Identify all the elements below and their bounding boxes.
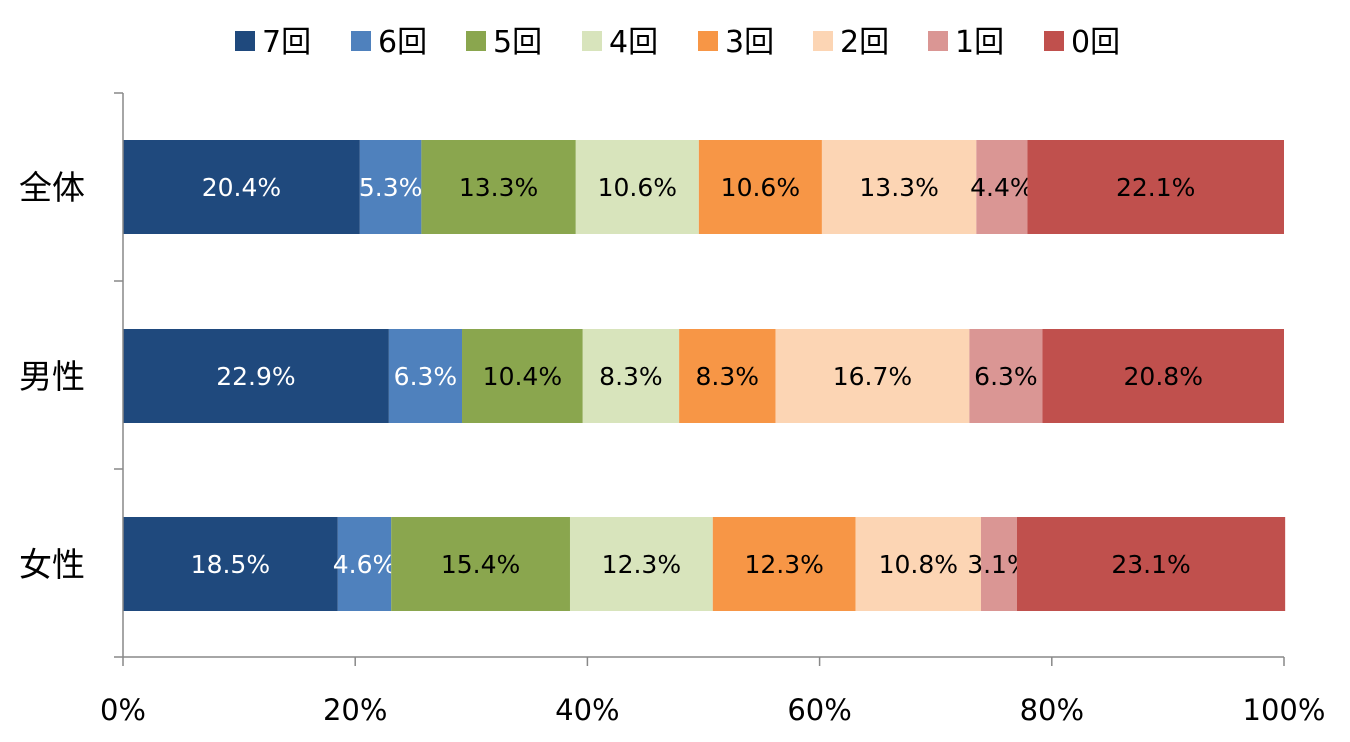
- legend-swatch-7: [1044, 31, 1064, 51]
- x-tick-label-4: 80%: [1020, 693, 1084, 727]
- legend-swatch-0: [235, 31, 255, 51]
- bar-segment-1-4: [679, 329, 776, 423]
- data-label-1-3: 8.3%: [599, 362, 663, 391]
- legend-swatch-3: [582, 31, 602, 51]
- legend-label-7: 0回: [1071, 25, 1120, 60]
- bar-segment-0-0: [123, 140, 360, 234]
- category-label-2: 女性: [19, 545, 85, 584]
- bar-segment-1-5: [775, 329, 970, 423]
- bar-segment-0-5: [821, 140, 977, 234]
- legend-swatch-1: [351, 31, 371, 51]
- legend-label-2: 5回: [493, 25, 542, 60]
- bar-segment-2-0: [123, 517, 338, 611]
- data-label-1-5: 16.7%: [833, 362, 912, 391]
- legend-swatch-2: [466, 31, 486, 51]
- data-label-0-1: 5.3%: [359, 173, 423, 202]
- legend-item-4: 3回: [698, 25, 774, 60]
- bar-segment-1-0: [123, 329, 389, 423]
- x-tick-label-5: 100%: [1243, 693, 1326, 727]
- legend: 7回 6回 5回 4回 3回 2回 1回 0回: [235, 25, 1120, 60]
- legend-swatch-5: [813, 31, 833, 51]
- bar-segment-0-1: [359, 140, 422, 234]
- bar-segment-2-2: [391, 517, 570, 611]
- legend-swatch-4: [698, 31, 718, 51]
- bar-segment-0-2: [421, 140, 576, 234]
- data-label-2-5: 10.8%: [879, 550, 958, 579]
- x-tick-label-1: 20%: [323, 693, 387, 727]
- data-label-2-0: 18.5%: [191, 550, 270, 579]
- category-label-1: 男性: [19, 357, 85, 396]
- data-label-2-7: 23.1%: [1111, 550, 1190, 579]
- bar-row-1: 22.9% 6.3% 10.4% 8.3% 8.3% 16.7% 6.3% 20.8%: [123, 329, 1284, 423]
- legend-item-6: 1回: [928, 25, 1004, 60]
- bar-row-2: 18.5% 4.6% 15.4% 12.3% 12.3% 10.8% 3.1% 23.1%: [123, 517, 1286, 611]
- data-label-1-4: 8.3%: [696, 362, 760, 391]
- x-tick-label-3: 60%: [787, 693, 851, 727]
- category-label-0: 全体: [19, 168, 85, 207]
- data-label-0-0: 20.4%: [202, 173, 281, 202]
- legend-label-6: 1回: [955, 25, 1004, 60]
- legend-item-0: 7回: [235, 25, 311, 60]
- legend-item-1: 6回: [351, 25, 427, 60]
- plot-area: 20.4% 5.3% 13.3% 10.6% 10.6% 13.3% 4.4% 22.1% 22…: [123, 140, 1286, 611]
- data-label-2-2: 15.4%: [441, 550, 520, 579]
- bar-segment-0-3: [575, 140, 699, 234]
- data-label-2-4: 12.3%: [744, 550, 823, 579]
- bar-segment-1-7: [1042, 329, 1284, 423]
- legend-item-5: 2回: [813, 25, 889, 60]
- legend-item-3: 4回: [582, 25, 658, 60]
- data-label-0-6: 4.4%: [970, 173, 1034, 202]
- legend-item-7: 0回: [1044, 25, 1120, 60]
- legend-swatch-6: [928, 31, 948, 51]
- bar-segment-1-2: [462, 329, 583, 423]
- legend-label-5: 2回: [840, 25, 889, 60]
- bar-segment-2-7: [1016, 517, 1286, 611]
- x-tick-label-0: 0%: [100, 693, 146, 727]
- legend-label-1: 6回: [378, 25, 427, 60]
- bar-segment-0-6: [976, 140, 1028, 234]
- x-tick-label-2: 40%: [555, 693, 619, 727]
- data-label-0-3: 10.6%: [598, 173, 677, 202]
- data-label-0-4: 10.6%: [721, 173, 800, 202]
- bar-row-0: 20.4% 5.3% 13.3% 10.6% 10.6% 13.3% 4.4% 22.1%: [123, 140, 1284, 234]
- data-label-2-3: 12.3%: [602, 550, 681, 579]
- data-label-1-0: 22.9%: [216, 362, 295, 391]
- data-label-1-2: 10.4%: [483, 362, 562, 391]
- legend-label-0: 7回: [262, 25, 311, 60]
- data-label-2-1: 4.6%: [333, 550, 397, 579]
- data-label-1-7: 20.8%: [1124, 362, 1203, 391]
- data-label-0-2: 13.3%: [459, 173, 538, 202]
- bar-segment-2-6: [980, 517, 1017, 611]
- legend-label-4: 3回: [725, 25, 774, 60]
- data-label-1-6: 6.3%: [974, 362, 1038, 391]
- bar-segment-1-1: [388, 329, 463, 423]
- data-label-1-1: 6.3%: [394, 362, 458, 391]
- bar-segment-2-5: [855, 517, 981, 611]
- bar-segment-1-6: [969, 329, 1043, 423]
- bar-segment-2-3: [569, 517, 713, 611]
- bar-segment-1-3: [582, 329, 680, 423]
- legend-label-3: 4回: [609, 25, 658, 60]
- bar-segment-2-4: [712, 517, 856, 611]
- bar-segment-0-4: [698, 140, 822, 234]
- bar-segment-2-1: [337, 517, 392, 611]
- data-label-0-7: 22.1%: [1116, 173, 1195, 202]
- legend-item-2: 5回: [466, 25, 542, 60]
- data-label-0-5: 13.3%: [859, 173, 938, 202]
- bar-segment-0-7: [1027, 140, 1284, 234]
